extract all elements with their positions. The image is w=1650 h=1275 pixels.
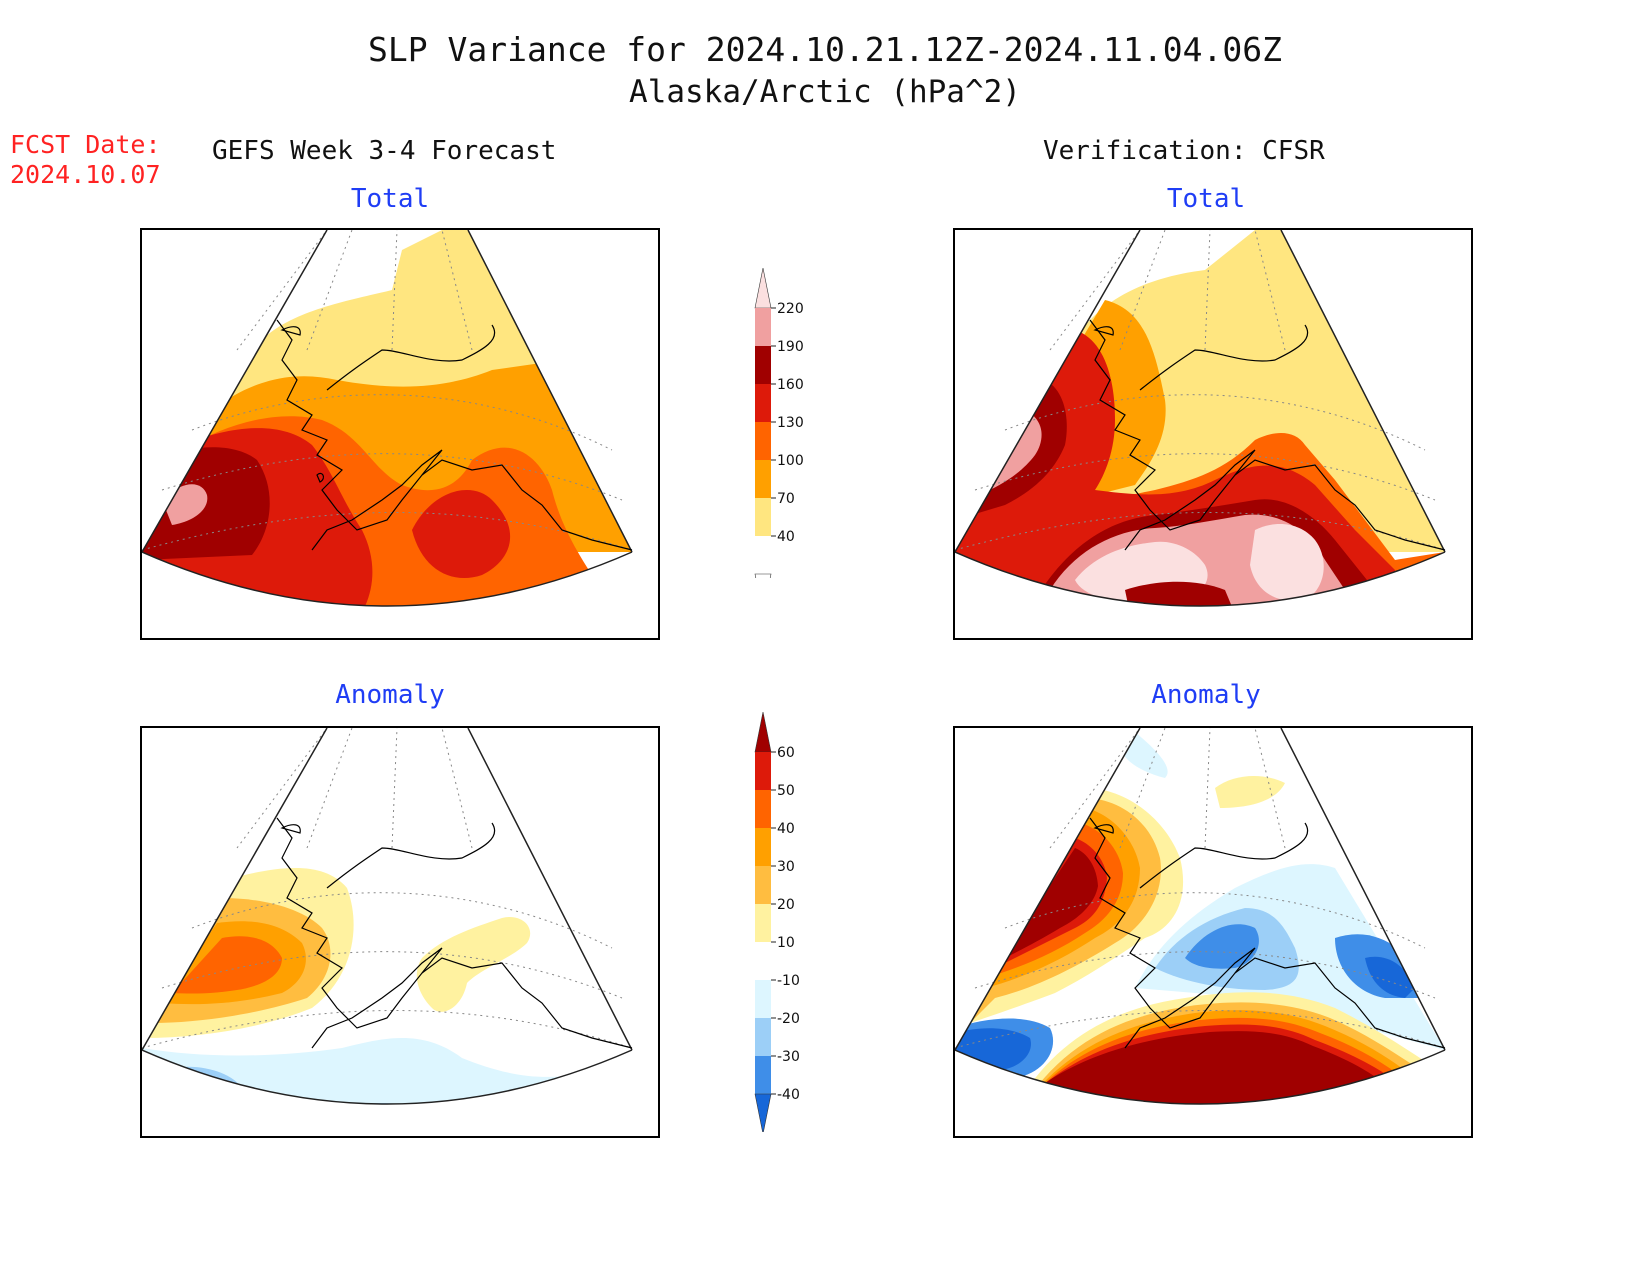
forecast-total-heading: Total: [350, 184, 430, 214]
anomaly-colorbar-tick-label: -30: [777, 1049, 800, 1065]
coastline: [1089, 817, 1446, 1049]
anomaly-colorbar: 60 50 40 30 20 10 -10 -20 -30 -40: [745, 711, 825, 1135]
anomaly-colorbar-tick-label: 30: [777, 859, 795, 875]
total-colorbar-swatch: [755, 308, 771, 346]
total-colorbar-swatch: [755, 536, 771, 574]
anomaly-colorbar-swatch: [755, 1056, 771, 1094]
fcst-date-value: 2024.10.07: [10, 160, 161, 189]
anomaly-colorbar-swatch: [755, 904, 771, 942]
anomaly-colorbar-swatch: [755, 980, 771, 1018]
anomaly-colorbar-top-extension: [754, 711, 772, 753]
total-colorbar-top-extension: [754, 267, 772, 309]
forecast-anomaly-map: [140, 726, 660, 1138]
verification-total-heading: Total: [1166, 184, 1246, 214]
verification-anomaly-heading: Anomaly: [1151, 680, 1261, 710]
total-colorbar-swatch: [755, 460, 771, 498]
total-colorbar-tick-label: 100: [777, 453, 804, 469]
anomaly-colorbar-tick-label: -40: [777, 1087, 800, 1103]
anomaly-colorbar-tick-label: 50: [777, 783, 795, 799]
forecast-column-heading: GEFS Week 3-4 Forecast: [212, 136, 557, 166]
total-colorbar-swatch: [755, 498, 771, 536]
total-colorbar-tick-label: 220: [777, 301, 804, 317]
anomaly-colorbar-tick-label: -10: [777, 973, 800, 989]
total-colorbar-swatch: [755, 346, 771, 384]
anomaly-colorbar-bottom-extension: [754, 1093, 772, 1135]
forecast-anomaly-heading: Anomaly: [335, 680, 445, 710]
total-colorbar-tick-label: 70: [777, 491, 795, 507]
anomaly-colorbar-swatch: [755, 866, 771, 904]
map-title: SLP Variance for 2024.10.21.12Z-2024.11.…: [368, 30, 1282, 69]
forecast-total-map: [140, 228, 660, 640]
total-colorbar-bottom-extension: [754, 573, 772, 615]
anomaly-colorbar-swatch: [755, 828, 771, 866]
anomaly-colorbar-swatch: [755, 942, 771, 980]
total-colorbar-tick-label: 40: [777, 529, 795, 545]
fcst-date-label: FCST Date:: [10, 130, 161, 159]
graticule: [142, 728, 633, 1049]
graticule: [142, 230, 633, 551]
total-colorbar-swatch: [755, 384, 771, 422]
total-colorbar-tick-label: 130: [777, 415, 804, 431]
anomaly-colorbar-tick-label: 20: [777, 897, 795, 913]
verification-total-map: [953, 228, 1473, 640]
map-subtitle: Alaska/Arctic (hPa^2): [629, 74, 1021, 110]
graticule: [955, 728, 1446, 1049]
total-colorbar-swatch: [755, 422, 771, 460]
anomaly-colorbar-swatch: [755, 790, 771, 828]
verification-column-heading: Verification: CFSR: [1043, 136, 1325, 166]
graticule: [955, 230, 1446, 551]
coastline: [1089, 319, 1446, 551]
anomaly-colorbar-tick-label: 40: [777, 821, 795, 837]
anomaly-colorbar-swatch: [755, 752, 771, 790]
coastline: [276, 319, 633, 551]
anomaly-colorbar-tick-label: 10: [777, 935, 795, 951]
coastline: [276, 817, 633, 1049]
total-colorbar-tick-label: 160: [777, 377, 804, 393]
total-colorbar: 220 190 160 130 100 70 40: [745, 267, 825, 615]
anomaly-colorbar-swatch: [755, 1018, 771, 1056]
anomaly-colorbar-tick-label: -20: [777, 1011, 800, 1027]
anomaly-colorbar-tick-label: 60: [777, 745, 795, 761]
total-colorbar-tick-label: 190: [777, 339, 804, 355]
verification-anomaly-map: [953, 726, 1473, 1138]
